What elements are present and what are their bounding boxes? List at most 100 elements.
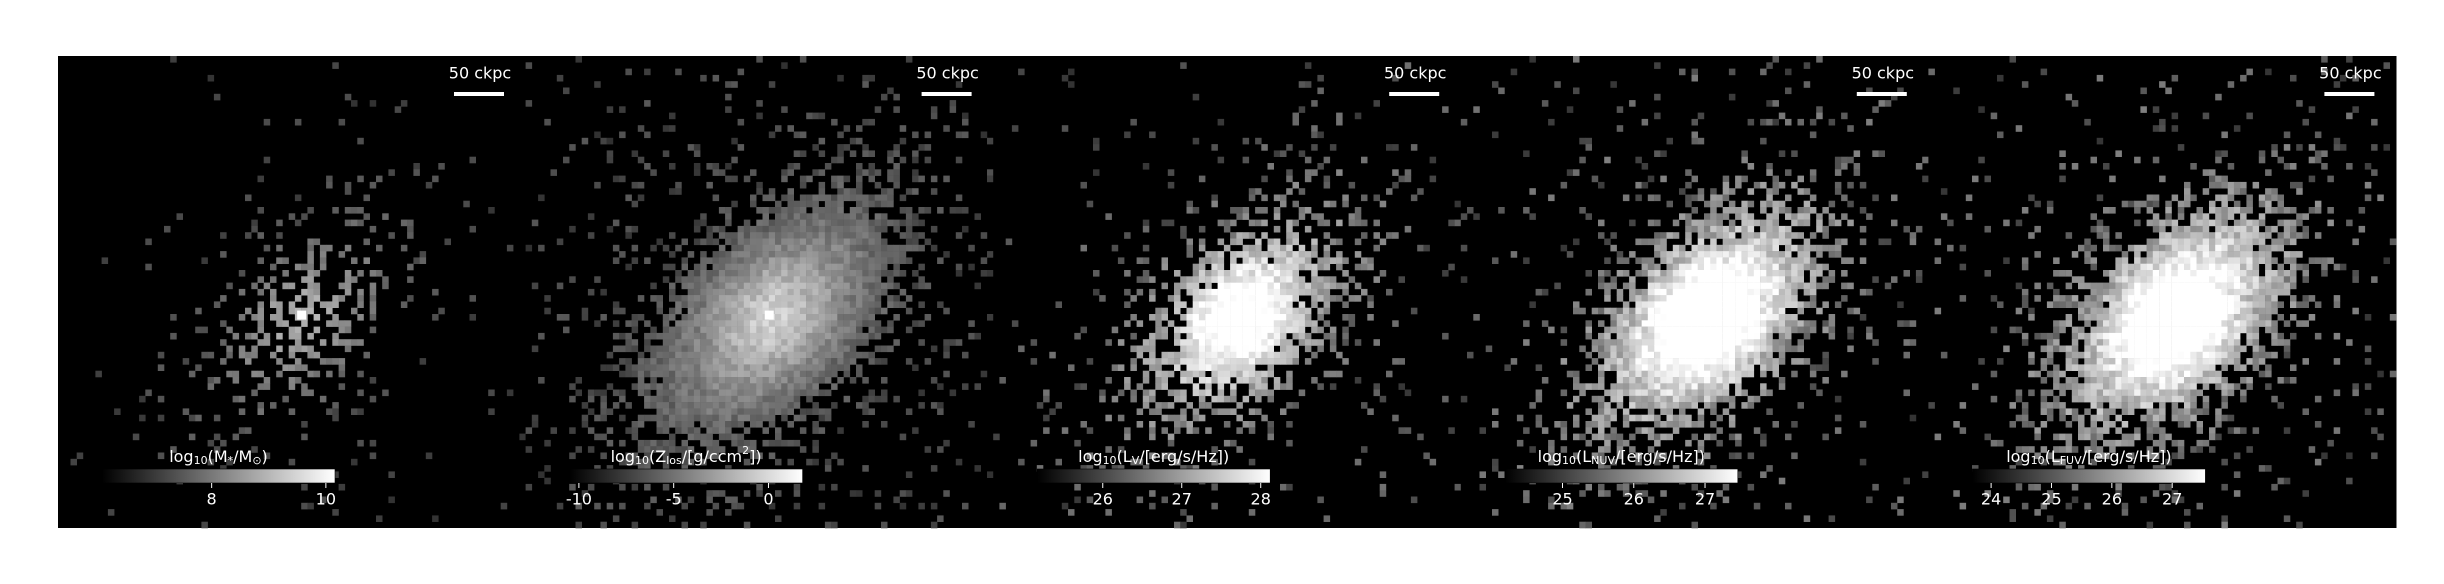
- pixel: [2084, 257, 2091, 264]
- pixel: [662, 408, 670, 415]
- pixel: [1697, 188, 1705, 195]
- pixel: [999, 377, 1006, 384]
- pixel: [1622, 301, 1630, 308]
- pixel: [1772, 326, 1779, 334]
- pixel: [587, 408, 595, 415]
- label-part: ]): [749, 447, 761, 466]
- pixel: [1716, 383, 1723, 390]
- pixel: [2258, 251, 2266, 258]
- pixel: [1766, 332, 1773, 340]
- pixel: [2065, 93, 2073, 101]
- pixel: [1579, 307, 1586, 315]
- pixel: [1666, 232, 1673, 239]
- pixel: [706, 408, 713, 415]
- pixel: [294, 219, 302, 227]
- pixel: [1760, 238, 1767, 246]
- pixel: [1716, 263, 1723, 271]
- pixel: [1429, 156, 1437, 164]
- pixel: [363, 238, 370, 246]
- pixel: [756, 408, 763, 415]
- pixel: [1242, 395, 1250, 403]
- pixel: [650, 358, 657, 365]
- pixel: [388, 232, 395, 239]
- pixel: [1822, 320, 1829, 327]
- pixel: [905, 219, 913, 227]
- pixel: [2090, 225, 2097, 233]
- pixel: [868, 301, 875, 308]
- pixel: [1778, 282, 1786, 290]
- pixel: [725, 314, 732, 321]
- pixel: [862, 232, 869, 239]
- pixel: [687, 421, 695, 428]
- pixel: [531, 414, 539, 422]
- pixel: [619, 458, 626, 466]
- pixel: [1679, 364, 1686, 371]
- pixel: [812, 251, 819, 258]
- pixel: [1735, 301, 1742, 308]
- pixel: [781, 251, 788, 258]
- pixel: [587, 232, 595, 239]
- pixel: [612, 389, 620, 397]
- pixel: [1186, 326, 1193, 334]
- pixel: [750, 414, 757, 422]
- pixel: [2209, 232, 2216, 239]
- pixel: [2146, 251, 2154, 258]
- pixel: [793, 345, 801, 353]
- pixel: [2140, 106, 2147, 113]
- pixel: [874, 332, 882, 340]
- pixel: [2240, 181, 2247, 189]
- pixel: [1186, 465, 1193, 472]
- pixel: [1591, 175, 1599, 183]
- pixel: [1859, 207, 1867, 214]
- pixel: [1230, 238, 1237, 246]
- pixel: [2227, 181, 2235, 189]
- pixel: [1654, 232, 1661, 239]
- pixel: [650, 402, 657, 409]
- pixel: [313, 351, 321, 359]
- pixel: [681, 408, 688, 415]
- pixel: [818, 137, 826, 145]
- pixel: [1610, 383, 1617, 390]
- pixel: [1005, 238, 1013, 246]
- pixel: [2177, 213, 2185, 220]
- pixel: [675, 383, 682, 390]
- pixel: [987, 175, 994, 183]
- pixel: [1311, 377, 1318, 384]
- pixel: [1828, 118, 1836, 126]
- pixel: [1174, 326, 1181, 334]
- pixel: [1354, 219, 1362, 227]
- pixel: [1448, 427, 1455, 434]
- pixel: [1822, 282, 1829, 290]
- pixel: [288, 307, 296, 315]
- pixel: [868, 282, 875, 290]
- pixel: [625, 263, 632, 271]
- pixel: [818, 225, 826, 233]
- pixel: [488, 408, 495, 415]
- pixel: [843, 282, 851, 290]
- pixel: [1647, 270, 1655, 277]
- pixel: [176, 213, 183, 220]
- pixel: [856, 326, 863, 334]
- pixel: [1286, 326, 1293, 334]
- pixel: [718, 408, 726, 415]
- pixel: [824, 414, 832, 422]
- pixel: [1323, 175, 1331, 183]
- pixel: [874, 320, 882, 327]
- pixel: [1772, 213, 1779, 220]
- pixel: [881, 244, 888, 252]
- pixel: [1585, 332, 1592, 340]
- pixel: [351, 307, 358, 315]
- pixel: [1186, 421, 1193, 428]
- pixel: [1822, 358, 1829, 365]
- pixel: [1286, 483, 1293, 491]
- pixel: [1142, 257, 1150, 264]
- pixel: [1604, 257, 1611, 264]
- pixel: [675, 364, 682, 371]
- pixel: [731, 175, 738, 183]
- pixel: [1672, 389, 1680, 397]
- pixel: [718, 414, 726, 422]
- pixel: [756, 358, 763, 365]
- pixel: [1735, 326, 1742, 334]
- pixel: [1566, 402, 1574, 409]
- pixel: [1261, 194, 1268, 202]
